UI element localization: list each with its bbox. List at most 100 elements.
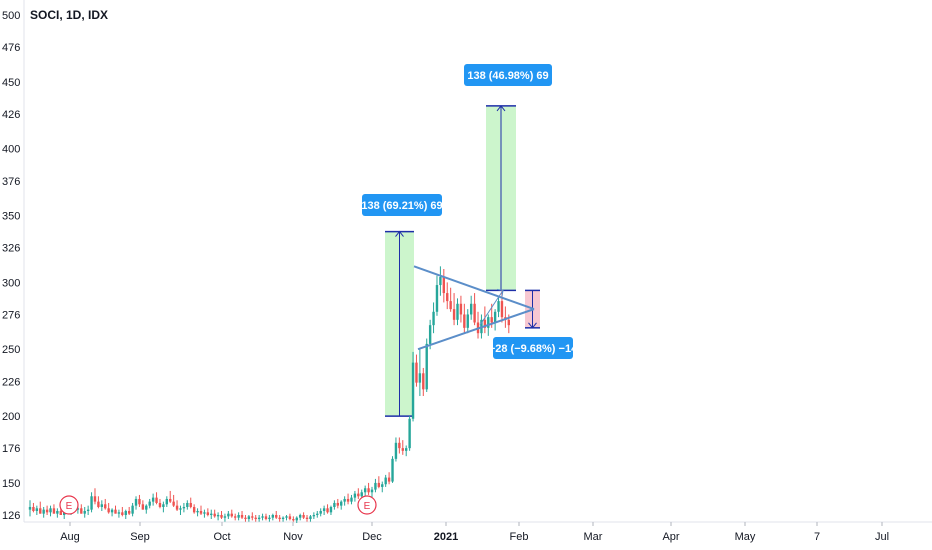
candle-body xyxy=(377,482,381,487)
candle-body xyxy=(285,516,288,518)
candle-body xyxy=(425,343,428,390)
measure-arrow-head xyxy=(528,322,537,329)
candle-body xyxy=(240,515,244,518)
measure-label-box xyxy=(464,64,552,86)
candle-body xyxy=(244,517,247,520)
candle-body xyxy=(131,505,134,514)
candle-body xyxy=(141,504,145,510)
candle-body xyxy=(268,517,271,520)
measure-label-text: 138 (69.21%) 69 xyxy=(361,200,442,212)
candle-body xyxy=(45,509,49,513)
candle-body xyxy=(56,510,59,514)
candle-body xyxy=(336,502,339,506)
candle-body xyxy=(487,317,490,328)
candle-body xyxy=(182,506,186,509)
candle-body xyxy=(271,515,275,518)
candle-body xyxy=(39,508,42,514)
y-tick-label: 226 xyxy=(2,376,20,388)
candle-body xyxy=(305,517,309,520)
y-tick-label: 276 xyxy=(2,309,20,321)
candle-body xyxy=(172,501,175,506)
x-tick-label: May xyxy=(735,531,756,543)
candle-body xyxy=(196,510,199,513)
candle-body xyxy=(469,303,473,315)
y-tick-label: 326 xyxy=(2,243,20,255)
candle-body xyxy=(138,498,141,505)
candle-body xyxy=(199,510,203,514)
y-tick-label: 426 xyxy=(2,109,20,121)
measure-arrow-head xyxy=(395,230,404,237)
x-axis-ticks: Aug Sep Oct Nov Dec 2021 Feb Mar Apr May 7 Jul xyxy=(60,522,889,543)
candle-body xyxy=(104,504,107,509)
candle-body xyxy=(175,505,179,510)
candle-body xyxy=(216,515,220,517)
candle-body xyxy=(312,515,316,517)
candle-body xyxy=(151,497,155,502)
y-tick-label: 450 xyxy=(2,77,20,89)
triangle-upper-line[interactable] xyxy=(413,265,535,311)
candle-body xyxy=(134,498,138,506)
x-tick-label: Feb xyxy=(510,531,529,543)
candle-body xyxy=(346,498,350,502)
candle-body xyxy=(387,477,391,482)
candle-body xyxy=(363,488,367,493)
candle-body xyxy=(251,516,254,518)
candle-body xyxy=(357,493,360,497)
candle-body xyxy=(384,477,387,485)
candle-body xyxy=(398,442,401,449)
candle-body xyxy=(158,502,162,507)
candle-body xyxy=(309,516,312,520)
candle-body xyxy=(446,293,449,302)
candle-body xyxy=(97,501,100,507)
y-tick-label: 200 xyxy=(2,411,20,423)
candle-body xyxy=(114,509,117,514)
candle-body xyxy=(264,516,268,520)
candle-body xyxy=(415,362,418,383)
y-tick-label: 250 xyxy=(2,344,20,356)
candle-body xyxy=(322,508,326,511)
triangle-lower-line[interactable] xyxy=(417,308,535,351)
y-tick-label: 500 xyxy=(2,10,20,22)
candle-body xyxy=(189,502,192,507)
candle-body xyxy=(333,502,336,507)
candle-body xyxy=(52,508,56,514)
measurement-tools[interactable] xyxy=(385,105,540,417)
candle-body xyxy=(107,508,110,513)
triangle-pattern[interactable] xyxy=(413,265,535,351)
y-tick-label: 476 xyxy=(2,42,20,54)
candle-body xyxy=(353,493,357,498)
candle-body xyxy=(234,516,237,518)
candle-body xyxy=(463,314,466,328)
earnings-marker[interactable] xyxy=(59,495,79,515)
candle-body xyxy=(281,517,285,520)
candle-body xyxy=(466,314,469,328)
candle-body xyxy=(381,484,384,487)
candle-body xyxy=(169,498,172,502)
candle-body xyxy=(435,285,439,312)
candle-body xyxy=(162,504,165,507)
candle-body xyxy=(370,489,374,493)
y-tick-label: 150 xyxy=(2,478,20,490)
x-tick-label: Aug xyxy=(60,531,80,543)
candle-body xyxy=(319,510,322,514)
candle-body xyxy=(117,512,121,514)
candle-body xyxy=(316,513,319,515)
candle-body xyxy=(422,373,425,390)
x-tick-label: Sep xyxy=(130,531,150,543)
y-tick-label: 376 xyxy=(2,176,20,188)
candle-body xyxy=(59,510,62,515)
candle-body xyxy=(418,373,422,383)
candle-body xyxy=(374,482,377,490)
candle-body xyxy=(90,496,93,510)
candle-body xyxy=(329,506,333,513)
candle-body xyxy=(49,508,52,513)
candle-body xyxy=(326,508,329,513)
candle-body xyxy=(155,497,158,503)
earnings-marker[interactable] xyxy=(357,495,377,515)
candle-body xyxy=(452,309,456,320)
candle-body xyxy=(428,325,432,344)
candle-body xyxy=(35,508,39,511)
candle-body xyxy=(292,519,295,521)
